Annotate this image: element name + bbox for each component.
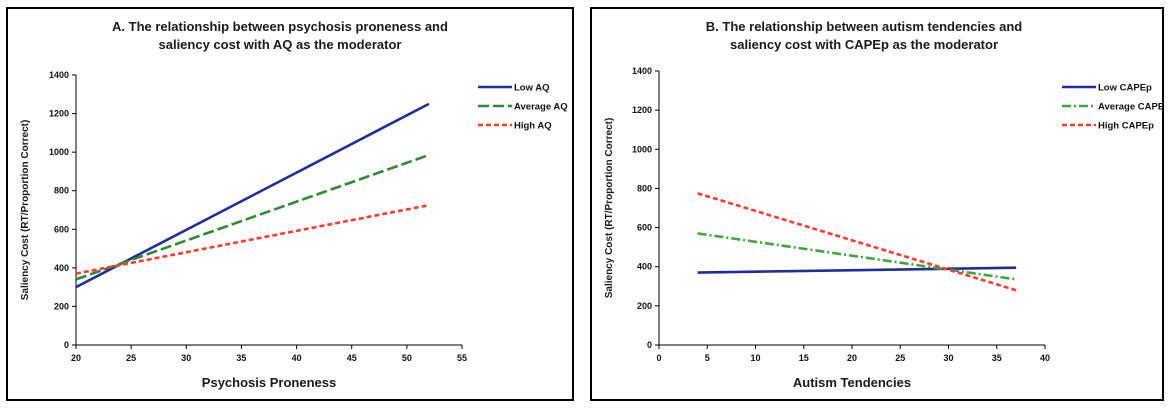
series-line <box>75 153 430 281</box>
y-tick-label: 1000 <box>632 144 652 154</box>
y-tick-label: 1000 <box>49 147 69 157</box>
chart-panel-b: B. The relationship between autism tende… <box>590 7 1164 401</box>
y-tick-label: 1400 <box>49 70 69 80</box>
legend-label: Low AQ <box>514 83 550 94</box>
x-tick-label: 40 <box>1040 353 1050 363</box>
y-tick-label: 0 <box>647 340 652 350</box>
x-tick-label: 25 <box>126 353 136 363</box>
y-tick-label: 200 <box>637 301 652 311</box>
x-tick-label: 0 <box>656 353 661 363</box>
chart-title-line: saliency cost with CAPEp as the moderato… <box>730 37 998 52</box>
y-axis-label: Saliency Cost (RT/Proportion Correct) <box>604 118 615 299</box>
chart-title-line: saliency cost with AQ as the moderator <box>159 37 402 52</box>
chart-title-line: B. The relationship between autism tende… <box>706 19 1022 34</box>
y-tick-label: 600 <box>54 224 69 234</box>
series-line <box>697 192 1017 292</box>
legend-label: Average CAPEp <box>1098 102 1162 113</box>
y-tick-label: 800 <box>637 183 652 193</box>
y-tick-label: 800 <box>54 186 69 196</box>
x-tick-label: 50 <box>402 353 412 363</box>
chart-svg: A. The relationship between psychosis pr… <box>20 19 568 390</box>
legend-label: High CAPEp <box>1098 121 1154 132</box>
chart-panel-a: A. The relationship between psychosis pr… <box>6 7 574 401</box>
x-tick-label: 15 <box>799 353 809 363</box>
y-tick-label: 400 <box>637 262 652 272</box>
x-tick-label: 40 <box>292 353 302 363</box>
y-axis-label: Saliency Cost (RT/Proportion Correct) <box>20 120 31 301</box>
x-tick-label: 5 <box>705 353 710 363</box>
x-tick-label: 45 <box>347 353 357 363</box>
y-tick-label: 600 <box>637 223 652 233</box>
legend-label: Low CAPEp <box>1098 83 1152 94</box>
y-tick-label: 1200 <box>49 109 69 119</box>
x-tick-label: 35 <box>236 353 246 363</box>
series-line <box>697 266 1017 274</box>
x-tick-label: 25 <box>895 353 905 363</box>
legend-label: Average AQ <box>514 102 568 113</box>
series-line <box>697 232 1017 281</box>
x-tick-label: 10 <box>750 353 760 363</box>
x-tick-label: 20 <box>847 353 857 363</box>
x-axis-label: Autism Tendencies <box>793 375 911 390</box>
y-tick-label: 1400 <box>632 66 652 76</box>
y-tick-label: 400 <box>54 263 69 273</box>
y-tick-label: 1200 <box>632 105 652 115</box>
x-tick-label: 35 <box>992 353 1002 363</box>
chart-title-line: A. The relationship between psychosis pr… <box>112 19 448 34</box>
series-line <box>75 102 430 289</box>
x-tick-label: 55 <box>457 353 467 363</box>
legend-label: High AQ <box>514 121 552 132</box>
x-tick-label: 30 <box>181 353 191 363</box>
x-tick-label: 20 <box>71 353 81 363</box>
x-tick-label: 30 <box>943 353 953 363</box>
y-tick-label: 0 <box>64 340 69 350</box>
chart-svg: B. The relationship between autism tende… <box>604 19 1162 390</box>
series-line <box>75 203 430 275</box>
x-axis-label: Psychosis Proneness <box>202 375 336 390</box>
y-tick-label: 200 <box>54 301 69 311</box>
